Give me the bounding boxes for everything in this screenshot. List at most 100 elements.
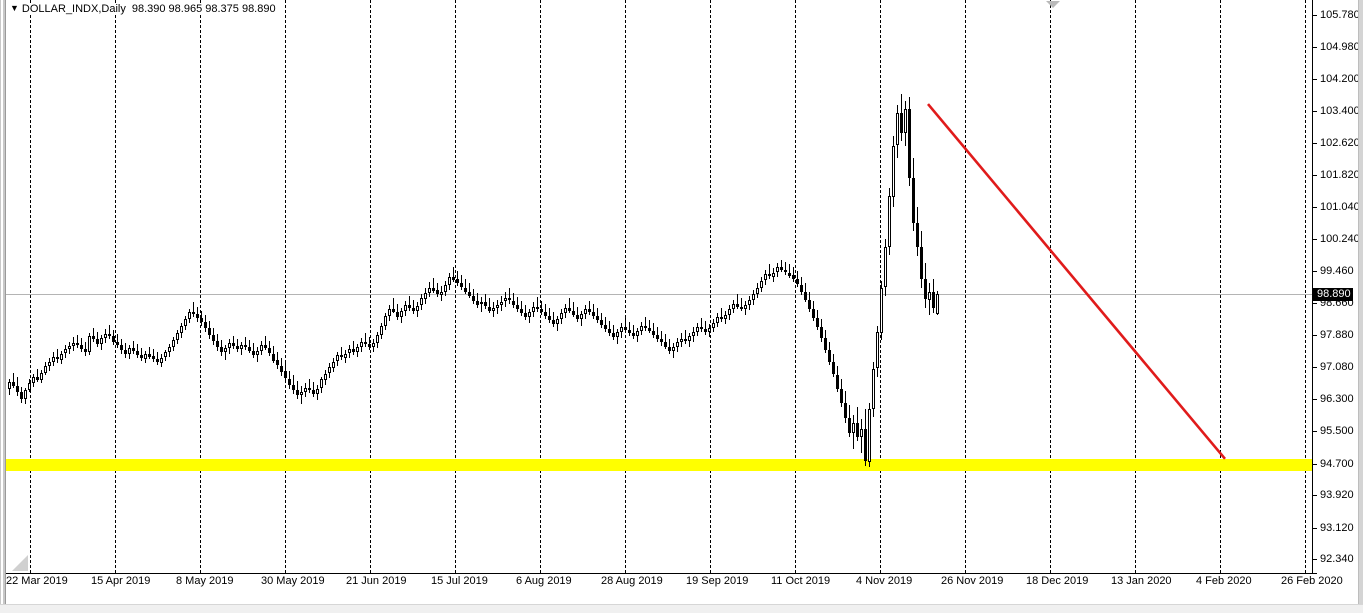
candle-body-bullish	[676, 342, 679, 347]
candle-body-bullish	[176, 333, 179, 340]
candle-body-bullish	[52, 357, 55, 362]
date-axis-label: 18 Dec 2019	[1026, 575, 1089, 587]
candle-body-bearish	[352, 349, 355, 352]
candle-body-bearish	[84, 349, 87, 352]
gridline	[880, 0, 881, 573]
candle-wick	[469, 283, 470, 298]
candle-wick	[613, 325, 614, 340]
candle-body-bullish	[584, 309, 587, 314]
candle-body-bearish	[396, 312, 399, 317]
candle-body-bullish	[560, 313, 563, 319]
right-border-strip	[1358, 0, 1363, 613]
candle-body-bearish	[600, 320, 603, 325]
price-axis-label: 95.500	[1320, 425, 1354, 437]
candle-body-bearish	[364, 342, 367, 344]
candle-body-bearish	[96, 339, 99, 344]
candle-body-bearish	[312, 390, 315, 394]
price-axis-line	[1312, 0, 1313, 574]
candle-wick	[701, 318, 702, 332]
candle-body-bearish	[276, 360, 279, 365]
candle-wick	[77, 335, 78, 348]
candle-body-bearish	[780, 267, 783, 270]
candle-body-bearish	[212, 335, 215, 341]
candle-body-bullish	[164, 352, 167, 357]
candle-body-bearish	[192, 312, 195, 314]
candle-body-bullish	[556, 319, 559, 324]
candle-body-bullish	[320, 379, 323, 388]
chevron-down-icon[interactable]: ▼	[10, 3, 19, 13]
candle-body-bullish	[420, 298, 423, 305]
candle-wick	[737, 294, 738, 309]
date-axis[interactable]: 22 Mar 2019 15 Apr 2019 8 May 2019 30 May 2…	[6, 575, 1343, 595]
candle-wick	[293, 375, 294, 394]
candle-wick	[109, 325, 110, 339]
price-axis-label: 104.980	[1320, 41, 1360, 53]
price-axis[interactable]: 105.780 104.980 104.200 103.400 102.620 101.8…	[1313, 0, 1360, 573]
candle-wick	[649, 320, 650, 333]
date-axis-line	[6, 573, 1313, 574]
candle-body-bullish	[872, 369, 875, 409]
candle-body-bearish	[296, 390, 299, 395]
candle-body-bearish	[204, 322, 207, 328]
candle-wick	[597, 308, 598, 323]
date-axis-label: 11 Oct 2019	[771, 575, 831, 587]
candle-body-bearish	[668, 347, 671, 351]
candle-wick	[245, 337, 246, 350]
date-axis-label: 6 Aug 2019	[516, 575, 572, 587]
candle-body-bearish	[436, 290, 439, 294]
candle-body-bullish	[104, 334, 107, 338]
candle-body-bearish	[288, 379, 291, 385]
candle-body-bearish	[540, 309, 543, 312]
chart-plot-area[interactable]	[6, 0, 1312, 573]
candle-body-bullish	[772, 273, 775, 277]
candle-body-bearish	[900, 113, 903, 133]
candle-body-bullish	[764, 274, 767, 280]
candle-wick	[589, 301, 590, 315]
candle-body-bearish	[92, 336, 95, 339]
candle-body-bullish	[904, 109, 907, 133]
candle-body-bearish	[152, 356, 155, 359]
price-tick	[1313, 79, 1317, 80]
candle-body-bearish	[832, 362, 835, 374]
candle-wick	[625, 318, 626, 332]
candle-body-bearish	[792, 275, 795, 279]
candle-body-bearish	[596, 316, 599, 320]
candle-body-bearish	[856, 423, 859, 437]
candle-body-bearish	[476, 301, 479, 305]
candle-wick	[149, 347, 150, 359]
candle-body-bullish	[172, 340, 175, 347]
candle-body-bullish	[384, 316, 387, 326]
price-tick	[1313, 495, 1317, 496]
gridline	[625, 0, 626, 573]
candle-wick	[369, 337, 370, 350]
price-axis-label: 94.700	[1320, 458, 1354, 470]
chart-shift-marker-icon[interactable]	[1046, 1, 1060, 8]
candle-wick	[433, 278, 434, 293]
candle-body-bullish	[356, 347, 359, 352]
price-tick	[1313, 143, 1317, 144]
candle-body-bearish	[808, 300, 811, 309]
gridline	[710, 0, 711, 573]
candle-wick	[705, 321, 706, 335]
candle-body-bearish	[864, 429, 867, 461]
candle-body-bearish	[464, 288, 467, 292]
candle-wick	[553, 312, 554, 327]
scroll-corner-triangle[interactable]	[12, 555, 28, 571]
candle-body-bearish	[340, 355, 343, 357]
candle-body-bearish	[632, 333, 635, 336]
candle-body-bullish	[88, 336, 91, 352]
candle-body-bullish	[348, 349, 351, 353]
price-tick	[1313, 111, 1317, 112]
price-axis-label: 102.620	[1320, 137, 1360, 149]
date-axis-label: 15 Jul 2019	[431, 575, 488, 587]
date-axis-label: 26 Feb 2020	[1281, 575, 1343, 587]
candle-wick	[521, 301, 522, 316]
candle-body-bullish	[168, 347, 171, 352]
price-axis-label: 99.460	[1320, 265, 1354, 277]
yellow-support-zone[interactable]	[6, 459, 1312, 471]
candle-wick	[549, 308, 550, 323]
candle-body-bullish	[100, 338, 103, 344]
candle-wick	[193, 302, 194, 317]
candle-body-bearish	[788, 273, 791, 276]
date-axis-label: 15 Apr 2019	[91, 575, 151, 587]
